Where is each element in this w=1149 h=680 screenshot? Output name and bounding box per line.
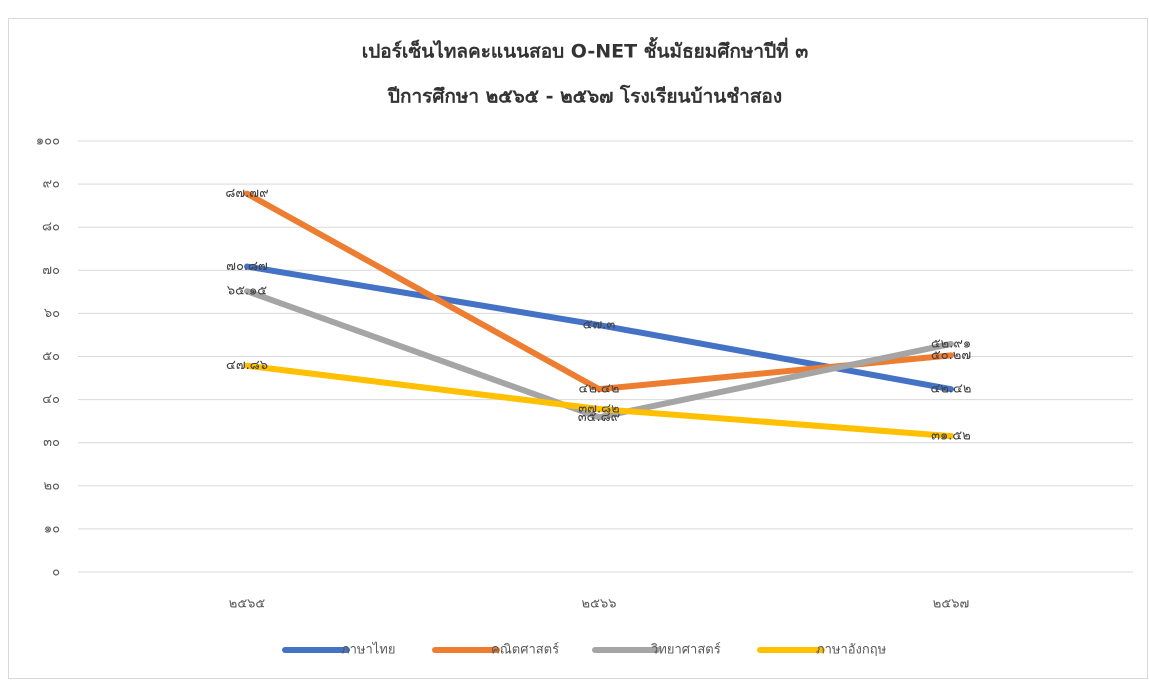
y-tick-label: ๕๐ [42,349,60,364]
data-label: ๔๒.๔๒ [579,382,620,397]
legend-label: คณิตศาสตร์ [491,642,559,658]
data-label: ๓๑.๕๒ [931,429,971,444]
data-label: ๓๕.๘๙ [578,410,620,425]
data-label: ๕๒.๙๑ [931,336,971,351]
data-label: ๕๗.๓ [583,318,616,333]
y-tick-label: ๒๐ [43,478,60,493]
legend-label: ภาษาอังกฤษ [816,643,887,658]
data-label: ๘๗.๗๙ [225,186,268,201]
y-tick-label: ๘๐ [42,220,60,235]
x-tick-label: ๒๕๖๖ [582,597,617,612]
data-label: ๔๒.๔๒ [931,382,972,397]
data-label: ๖๕.๑๕ [227,284,267,299]
series-line [244,362,954,440]
series-line [244,288,954,421]
y-tick-label: ๙๐ [43,177,61,192]
legend-label: ภาษาไทย [341,642,395,658]
y-tick-label: ๑๐ [44,521,60,536]
data-label: ๔๗.๘๖ [226,358,268,373]
y-tick-label: ๔๐ [42,392,60,407]
y-tick-label: ๖๐ [44,306,60,321]
y-tick-label: ๑๐๐ [36,134,60,149]
chart-border [8,18,1148,679]
legend-label: วิทยาศาสตร์ [650,642,720,658]
x-tick-label: ๒๕๖๗ [933,597,969,612]
data-label: ๕๐.๒๗ [931,348,971,363]
data-label: ๓๗.๘๒ [578,401,619,416]
chart-title: เปอร์เซ็นไทลคะแนนสอบ O-NET ชั้นมัธยมศึกษ… [362,37,809,63]
y-tick-label: ๐ [52,565,60,580]
data-label: ๗๐.๘๗ [226,259,268,274]
y-tick-label: ๓๐ [43,435,60,450]
y-tick-label: ๗๐ [42,263,60,278]
chart-subtitle: ปีการศึกษา ๒๕๖๕ - ๒๕๖๗ โรงเรียนบ้านชำสอง [387,85,782,108]
x-tick-label: ๒๕๖๕ [229,597,266,612]
